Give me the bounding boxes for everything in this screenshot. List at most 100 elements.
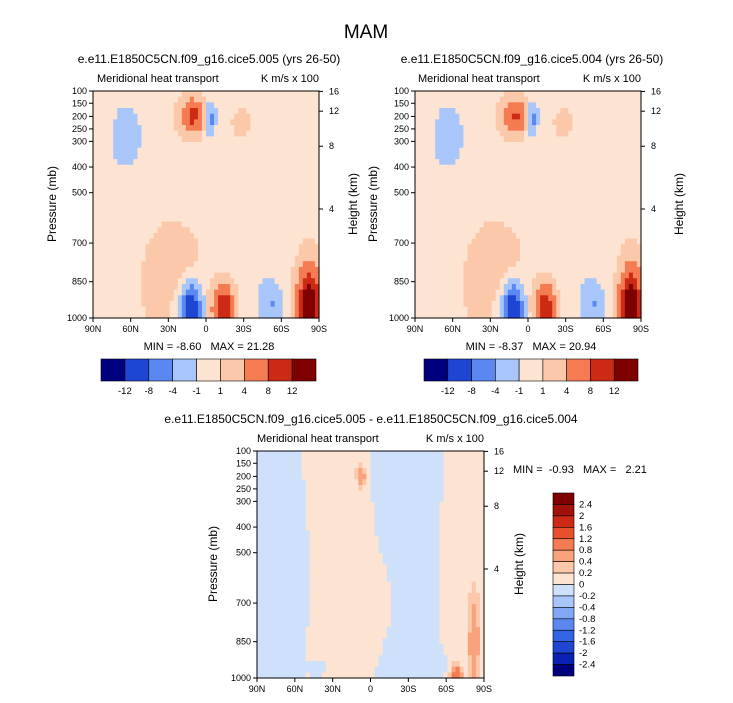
field-cell — [503, 147, 509, 155]
field-cell — [109, 306, 114, 313]
field-cell — [532, 91, 537, 98]
field-cell — [197, 306, 203, 313]
field-cell — [145, 215, 151, 223]
field-cell — [511, 278, 517, 285]
field-cell — [632, 227, 638, 234]
field-cell — [153, 108, 159, 115]
field-cell — [254, 96, 260, 103]
field-cell — [435, 170, 440, 177]
field-cell — [495, 232, 501, 240]
field-cell — [479, 272, 485, 279]
field-cell — [262, 272, 268, 279]
field-cell — [536, 153, 541, 160]
field-cell — [455, 289, 460, 296]
field-cell — [302, 119, 308, 126]
field-cell — [556, 266, 561, 274]
field-cell — [149, 249, 155, 257]
field-cell — [281, 468, 286, 475]
field-cell — [97, 102, 102, 109]
field-cell — [435, 312, 440, 319]
field-cell — [133, 306, 138, 313]
field-cell — [584, 119, 590, 126]
field-cell — [329, 468, 335, 475]
field-cell — [141, 108, 147, 115]
field-cell — [117, 249, 122, 257]
field-cell — [210, 108, 215, 115]
field-cell — [218, 108, 223, 115]
field-cell — [201, 119, 207, 126]
field-cell — [499, 289, 505, 296]
field-cell — [270, 204, 276, 211]
field-cell — [121, 125, 126, 132]
field-cell — [419, 300, 424, 308]
field-cell — [536, 283, 541, 291]
field-cell — [628, 204, 634, 211]
field-cell — [214, 170, 219, 177]
field-cell — [269, 456, 274, 463]
field-cell — [298, 289, 304, 296]
field-cell — [455, 473, 461, 480]
field-cell — [302, 102, 308, 109]
field-cell — [511, 244, 517, 251]
field-cell — [616, 96, 622, 103]
field-cell — [588, 198, 594, 206]
field-cell — [117, 147, 122, 155]
field-cell — [185, 283, 191, 291]
field-cell — [262, 198, 268, 206]
field-cell — [556, 164, 561, 172]
field-cell — [495, 289, 501, 296]
field-cell — [137, 215, 143, 223]
field-cell — [451, 232, 456, 240]
field-cell — [234, 142, 239, 149]
field-cell — [495, 159, 501, 166]
field-cell — [173, 289, 179, 296]
field-cell — [165, 249, 171, 257]
field-cell — [475, 462, 481, 469]
field-cell — [165, 193, 171, 200]
field-cell — [254, 232, 260, 240]
panel-3: e.e11.E1850C5CN.f09_g16.cice5.005 - e.e1… — [164, 412, 646, 694]
field-cell — [234, 153, 239, 160]
field-cell — [266, 102, 272, 109]
field-cell — [97, 181, 102, 189]
field-cell — [117, 210, 122, 217]
field-cell — [258, 170, 264, 177]
field-cell — [536, 289, 541, 296]
field-cell — [483, 221, 489, 228]
field-cell — [274, 215, 280, 223]
field-cell — [515, 278, 521, 285]
field-cell — [258, 306, 264, 313]
field-cell — [427, 312, 432, 319]
field-cell — [145, 266, 151, 274]
field-cell — [105, 193, 110, 200]
field-cell — [604, 289, 610, 296]
field-cell — [261, 479, 266, 486]
field-cell — [266, 300, 272, 308]
field-cell — [620, 164, 626, 172]
field-cell — [447, 181, 452, 189]
field-cell — [632, 300, 638, 308]
field-cell — [177, 272, 183, 279]
field-cell — [556, 130, 561, 137]
field-cell — [483, 283, 489, 291]
field-cell — [576, 266, 582, 274]
field-cell — [471, 215, 477, 223]
field-cell — [620, 255, 626, 262]
field-cell — [463, 221, 469, 228]
field-cell — [443, 96, 448, 103]
field-cell — [189, 159, 195, 166]
field-cell — [628, 272, 634, 279]
field-cell — [459, 272, 465, 279]
field-cell — [620, 232, 626, 240]
field-cell — [495, 227, 501, 234]
field-cell — [358, 462, 363, 469]
field-cell — [246, 306, 251, 313]
field-cell — [439, 278, 444, 285]
field-cell — [479, 142, 485, 149]
field-cell — [515, 312, 521, 319]
field-cell — [475, 266, 481, 274]
field-cell — [294, 266, 300, 274]
field-cell — [544, 198, 549, 206]
field-cell — [423, 193, 428, 200]
field-cell — [246, 113, 251, 120]
